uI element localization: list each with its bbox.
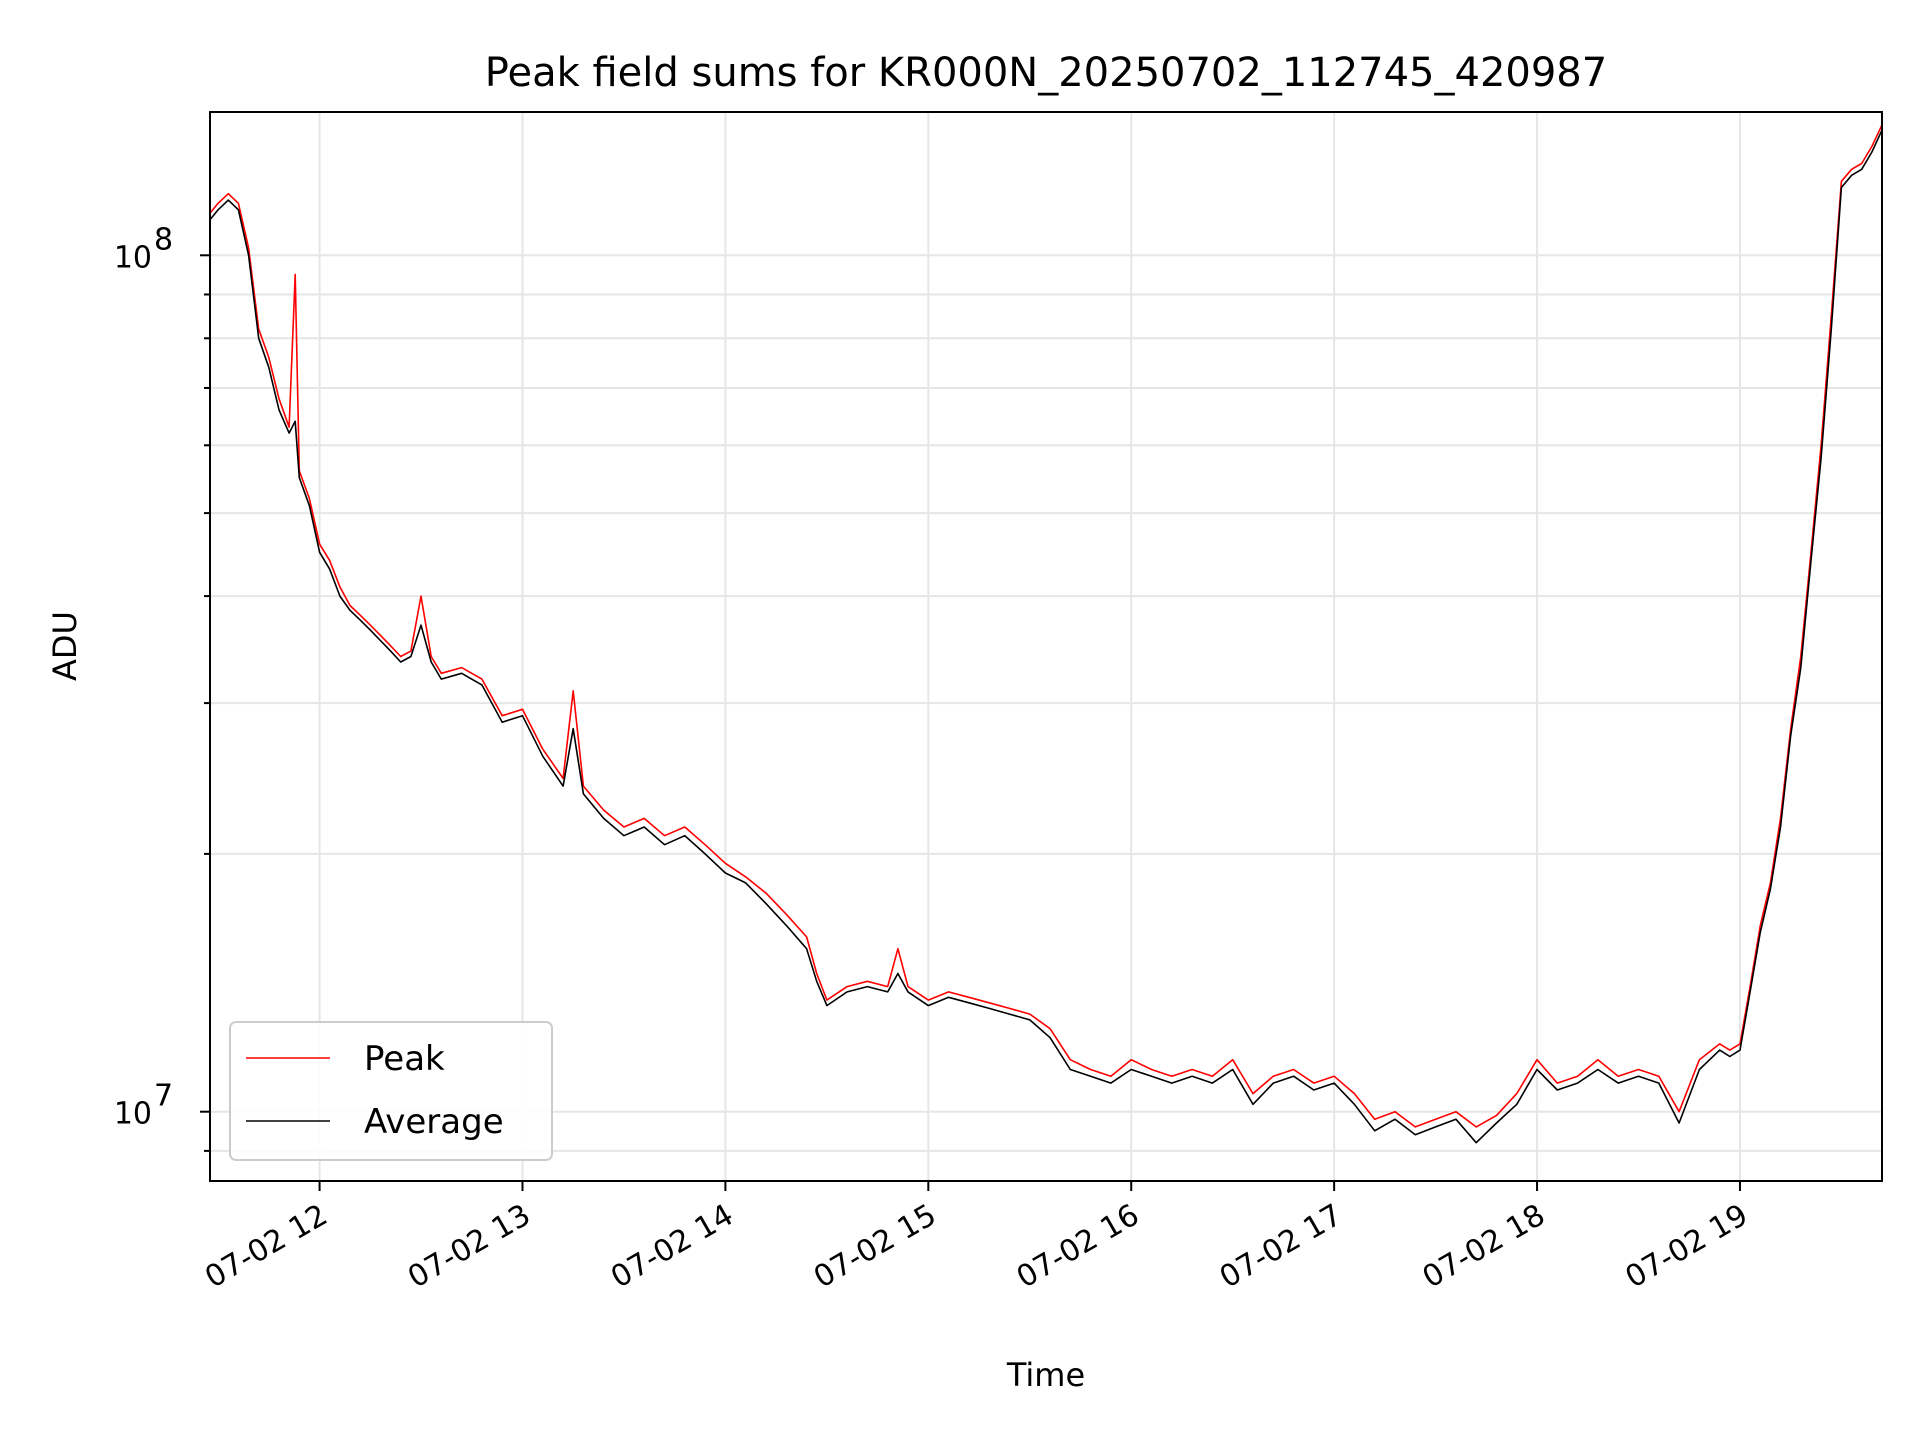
plot-series — [209, 124, 1883, 1144]
y-axis-label: ADU — [46, 611, 84, 681]
y-tick-label-base: 10 — [114, 1097, 152, 1132]
x-axis-label: Time — [1006, 1356, 1085, 1394]
legend-label-peak: Peak — [364, 1039, 445, 1079]
series-line-peak — [209, 124, 1883, 1128]
grid — [210, 112, 1882, 1181]
legend-label-average: Average — [364, 1102, 504, 1142]
legend-box — [229, 1021, 553, 1161]
y-tick-label-exponent: 8 — [154, 222, 173, 257]
plot-frame — [209, 111, 1883, 1182]
chart-title: Peak field sums for KR000N_20250702_1127… — [485, 50, 1607, 96]
legend: Peak Average — [229, 1021, 553, 1161]
y-tick-label-base: 10 — [114, 240, 152, 275]
series-line-average — [209, 129, 1883, 1144]
y-tick-label-exponent: 7 — [154, 1079, 173, 1114]
